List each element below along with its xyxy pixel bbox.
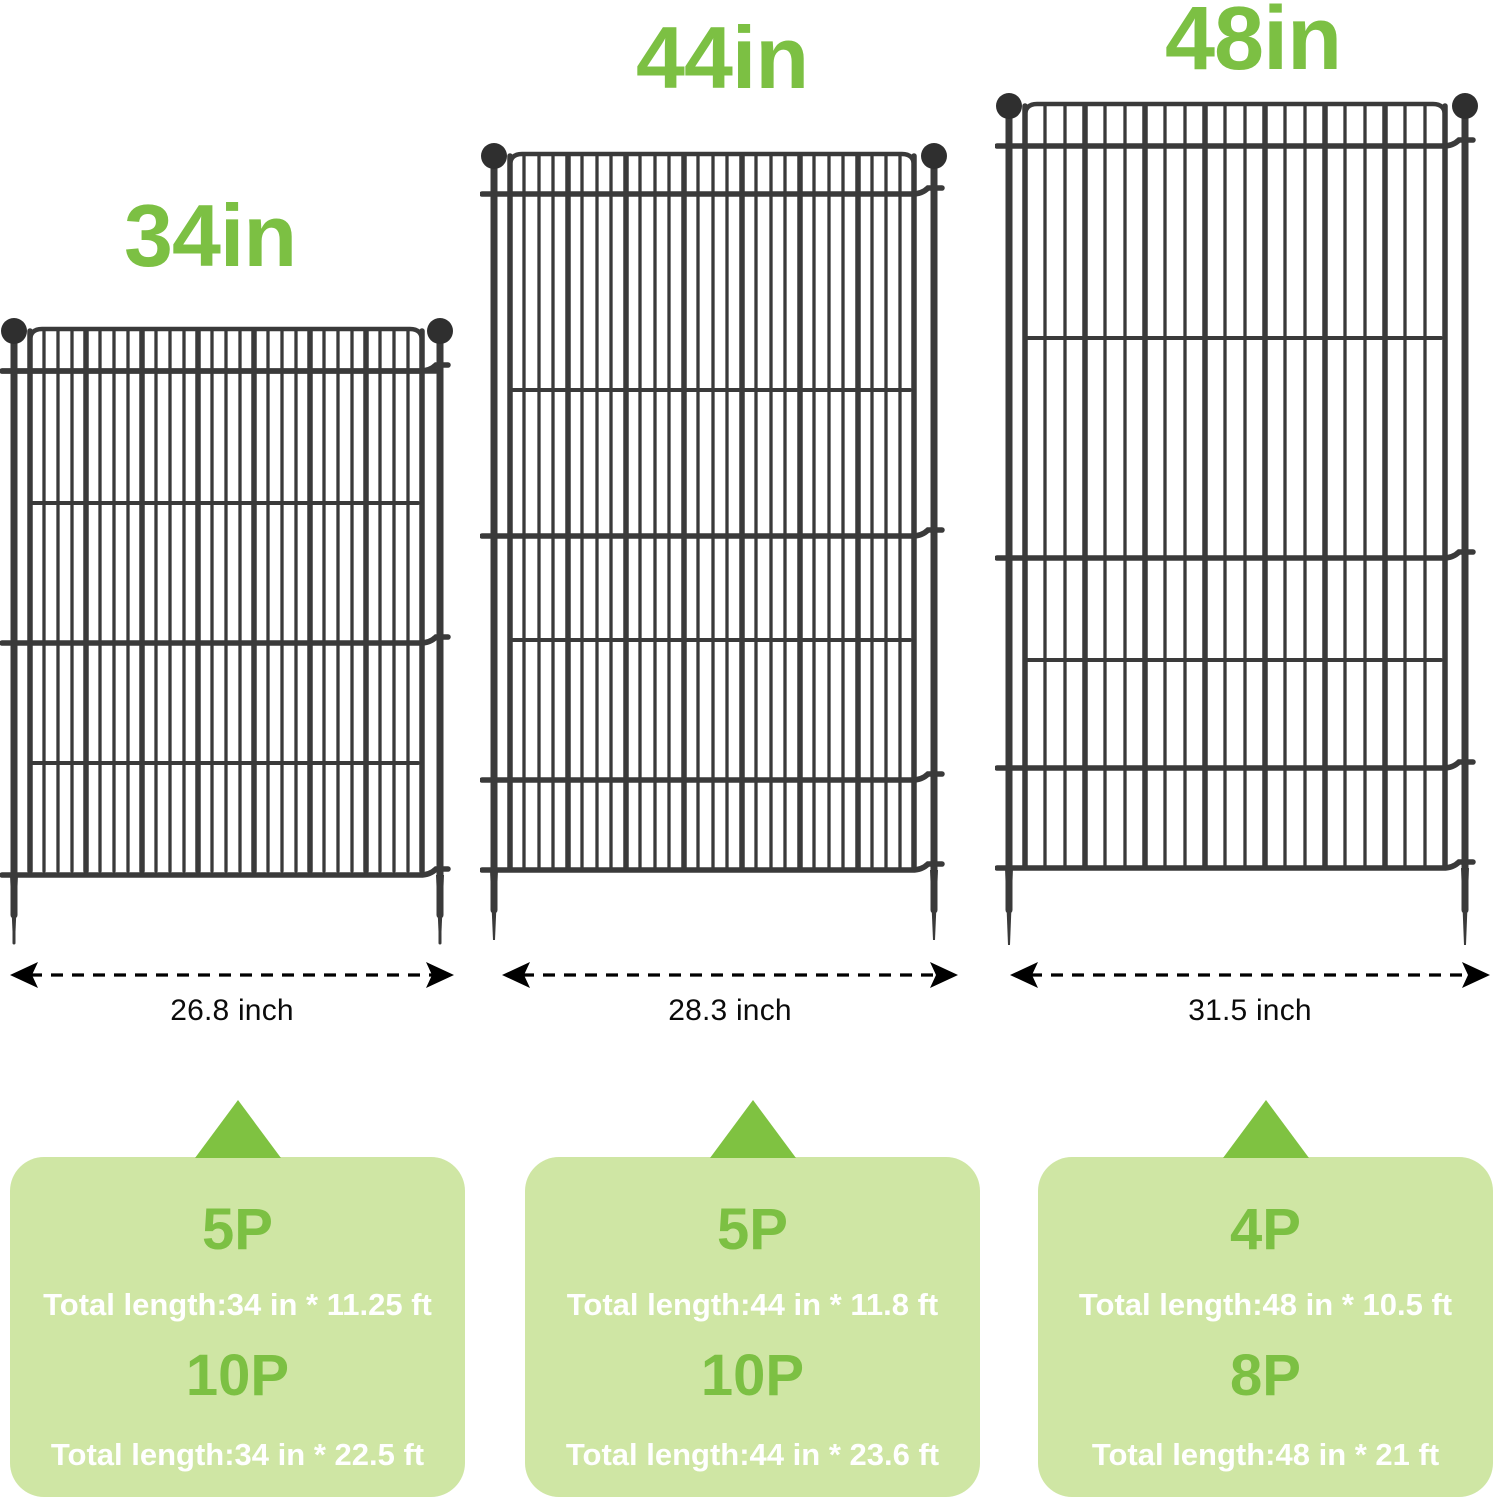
- pack-card-44in[interactable]: 5P Total length:44 in * 11.8 ft 10P Tota…: [525, 1100, 980, 1497]
- pack-count-primary: 5P: [717, 1197, 788, 1262]
- stake-cap-icon: [427, 318, 453, 344]
- pack-total-primary: Total length:48 in * 10.5 ft: [1078, 1287, 1453, 1322]
- dimension-width-label: 26.8 inch: [170, 994, 294, 1027]
- stake-cap-icon: [1, 318, 27, 344]
- fence-panel-48in: [995, 90, 1500, 960]
- pack-card-34in[interactable]: 5P Total length:34 in * 11.25 ft 10P Tot…: [10, 1100, 465, 1497]
- pack-count-secondary: 10P: [185, 1343, 290, 1408]
- pack-total-primary: Total length:44 in * 11.8 ft: [566, 1287, 939, 1322]
- stake-cap-icon: [1452, 93, 1478, 119]
- dimension-arrow-icon: [10, 962, 454, 988]
- stake-cap-icon: [996, 93, 1022, 119]
- dimension-width-label: 28.3 inch: [668, 994, 792, 1027]
- triangle-pointer-icon: [1222, 1100, 1309, 1158]
- pack-total-primary: Total length:34 in * 11.25 ft: [43, 1287, 432, 1322]
- size-label-48in: 48in: [1165, 0, 1342, 89]
- dimension-48in: 31.5 inch: [1008, 958, 1492, 1038]
- pack-card-48in[interactable]: 4P Total length:48 in * 10.5 ft 8P Total…: [1038, 1100, 1493, 1497]
- stake-cap-icon: [921, 143, 947, 169]
- fence-panel-34in: [0, 315, 470, 955]
- pack-count-primary: 4P: [1230, 1197, 1301, 1262]
- dimension-width-label: 31.5 inch: [1188, 994, 1312, 1027]
- pack-count-secondary: 8P: [1230, 1343, 1301, 1408]
- dimension-44in: 28.3 inch: [500, 958, 960, 1038]
- pack-total-secondary: Total length:44 in * 23.6 ft: [565, 1437, 940, 1472]
- fence-panel-44in: [480, 140, 970, 955]
- size-label-34in: 34in: [124, 186, 297, 285]
- wire-fence-panel-icon: [0, 318, 453, 945]
- pack-count-primary: 5P: [202, 1197, 273, 1262]
- pack-total-secondary: Total length:34 in * 22.5 ft: [50, 1437, 425, 1472]
- stake-cap-icon: [481, 143, 507, 169]
- dimension-arrow-icon: [502, 962, 958, 988]
- dimension-34in: 26.8 inch: [8, 958, 456, 1038]
- pack-total-secondary: Total length:48 in * 21 ft: [1091, 1437, 1440, 1472]
- triangle-pointer-icon: [709, 1100, 796, 1158]
- pack-count-secondary: 10P: [700, 1343, 805, 1408]
- wire-fence-panel-icon: [480, 143, 947, 940]
- triangle-pointer-icon: [194, 1100, 281, 1158]
- wire-fence-panel-icon: [995, 93, 1478, 945]
- size-label-44in: 44in: [636, 8, 809, 107]
- dimension-arrow-icon: [1010, 962, 1490, 988]
